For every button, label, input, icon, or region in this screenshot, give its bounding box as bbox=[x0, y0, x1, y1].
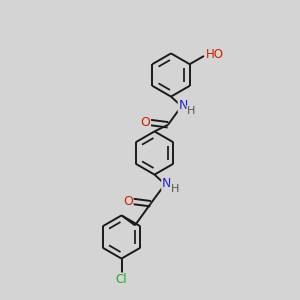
Text: H: H bbox=[170, 184, 179, 194]
Text: N: N bbox=[178, 99, 188, 112]
Text: N: N bbox=[162, 177, 171, 190]
Text: H: H bbox=[187, 106, 195, 116]
Text: O: O bbox=[141, 116, 150, 129]
Text: O: O bbox=[123, 195, 133, 208]
Text: Cl: Cl bbox=[116, 273, 127, 286]
Text: HO: HO bbox=[206, 48, 224, 61]
